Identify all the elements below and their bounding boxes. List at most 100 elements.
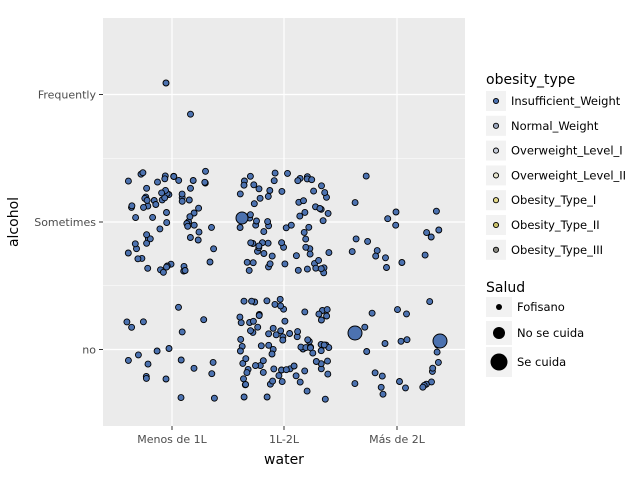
data-point [296,212,304,220]
data-point [265,341,273,349]
data-point [140,203,147,211]
data-point [242,355,250,363]
data-point [142,374,150,382]
data-point [432,207,440,215]
data-point [195,228,203,236]
data-point [294,328,302,336]
data-point [397,337,405,345]
legend-title-salud: Salud [486,280,525,296]
data-point [162,79,170,87]
data-point [270,365,278,373]
data-point [347,325,363,341]
legend-label: Insufficient_Weight [511,94,621,108]
data-point [156,225,164,233]
legend-key [492,147,500,154]
data-point [240,181,248,189]
data-point [423,229,431,237]
data-point [302,243,310,251]
data-point [276,295,284,303]
data-point [139,318,147,326]
legend-label: Overweight_Level_II [511,168,626,182]
data-point [144,360,152,368]
x-tick-label: Menos de 1L [137,433,207,446]
data-point [175,176,183,184]
data-point [237,319,245,327]
data-point [190,209,198,217]
data-point [240,375,247,383]
data-point [301,367,309,375]
data-point [178,197,186,205]
legend-key [490,353,508,371]
data-point [161,175,169,183]
data-point [144,264,152,272]
data-point [392,208,400,216]
data-point [143,184,151,192]
data-point [316,205,324,212]
data-point [123,318,131,326]
data-point [324,357,331,365]
y-tick-label: Frequently [38,89,97,102]
data-point [259,368,267,376]
data-point [384,215,392,223]
data-point [286,330,294,337]
data-point [284,169,291,177]
data-point [377,383,385,391]
data-point [184,222,192,230]
data-point [246,172,254,180]
data-point [250,200,258,208]
data-point [271,300,279,308]
data-point [269,377,277,385]
data-point [143,239,151,247]
data-point [268,252,276,260]
data-point [305,223,313,231]
legend-key [493,327,505,339]
data-point [264,218,272,226]
legend-label: Se cuida [517,355,566,369]
data-point [253,217,260,225]
data-point [249,259,257,267]
data-point [378,372,386,380]
data-point [185,196,193,204]
y-tick-label: Sometimes [34,216,96,229]
data-point [277,327,285,335]
data-point [396,378,403,385]
data-point [177,394,185,402]
data-point [178,190,186,198]
data-point [236,190,244,198]
data-point [282,366,290,374]
data-point [165,345,173,352]
data-point [124,356,132,364]
data-point [134,351,142,359]
data-point [363,348,371,355]
data-point [310,187,318,195]
data-point [143,231,151,239]
data-point [260,228,268,236]
data-point [317,316,325,324]
data-point [154,178,161,186]
data-point [294,177,302,185]
data-point [235,211,249,225]
data-point [403,336,411,344]
data-point [254,323,262,331]
data-point [270,177,278,185]
data-point [259,357,267,365]
data-point [210,245,218,253]
data-point [351,380,359,388]
legend-label: Obesity_Type_I [511,193,596,207]
data-point [321,395,329,403]
data-point [292,372,300,380]
data-point [300,197,307,205]
data-point [294,266,302,274]
data-point [128,323,136,331]
data-point [382,254,389,262]
data-point [398,259,406,266]
data-point [178,328,186,336]
data-point [250,181,258,189]
data-point [243,258,251,266]
data-point [202,167,209,175]
data-point [301,208,309,216]
data-point [206,258,214,266]
data-point [432,333,448,349]
data-point [236,347,244,355]
